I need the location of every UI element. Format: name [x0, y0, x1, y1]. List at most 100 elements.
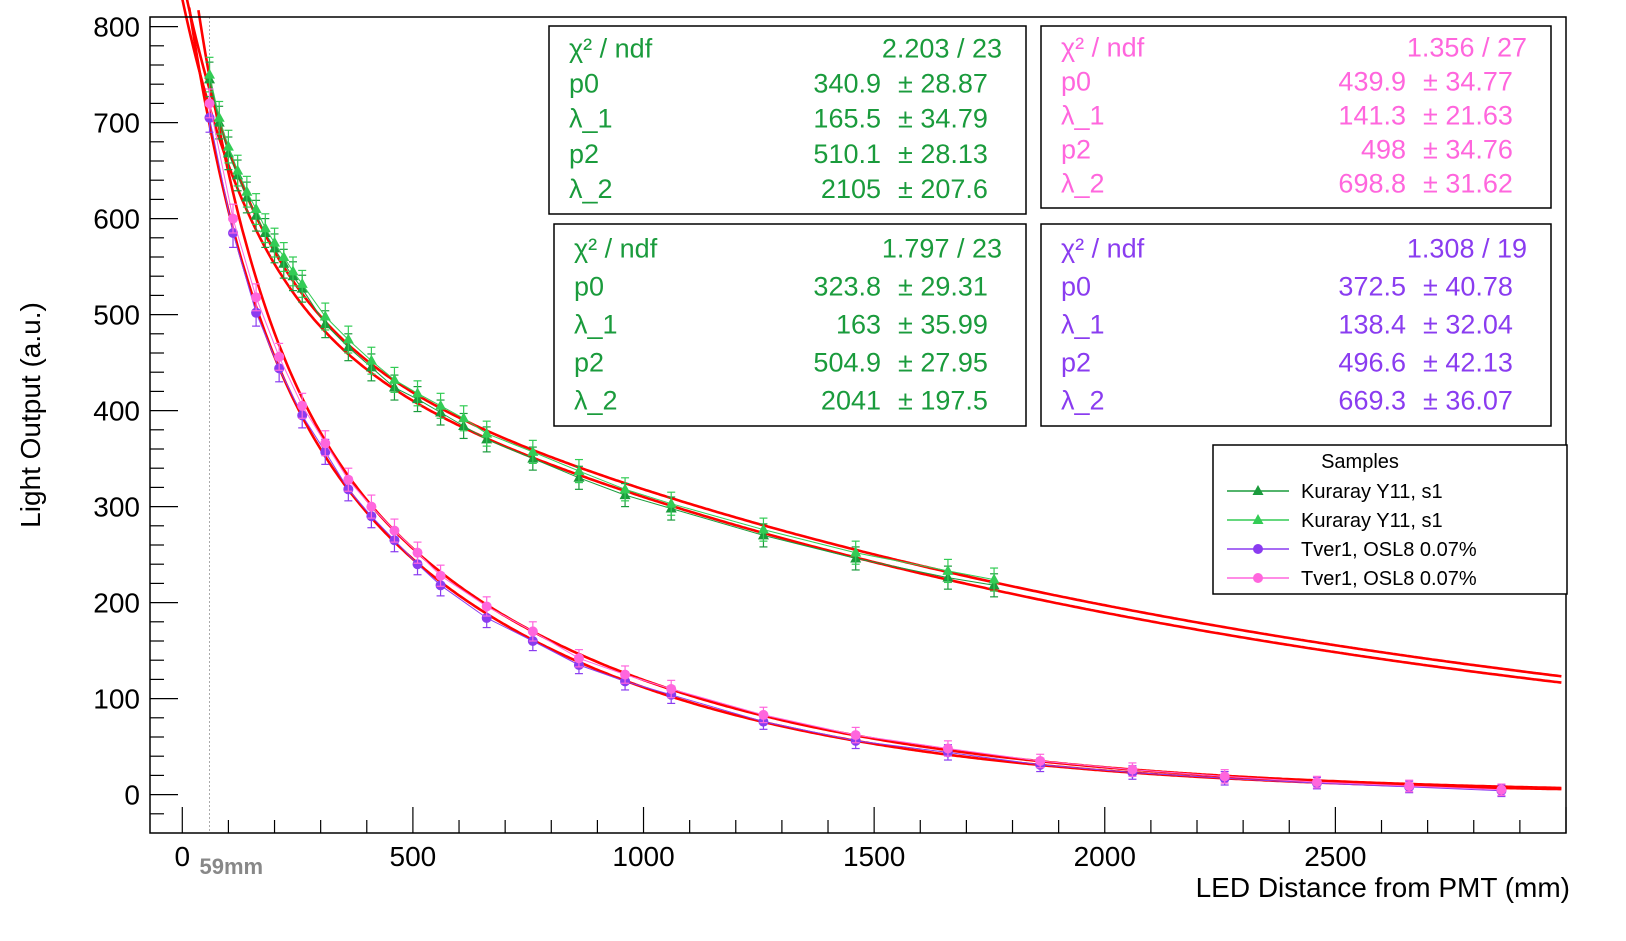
stat-label: p2	[569, 139, 599, 169]
stat-error: ± 27.95	[898, 347, 988, 377]
legend-entry-label: Kuraray Y11, s1	[1301, 481, 1443, 503]
x-tick-label: 1000	[612, 841, 674, 872]
y-tick-label: 300	[93, 492, 140, 523]
stat-error: ± 28.87	[898, 69, 988, 99]
data-point	[388, 373, 400, 384]
stat-box-frame	[548, 25, 1027, 215]
data-point	[527, 445, 539, 456]
stat-value: 141.3	[1338, 100, 1406, 130]
x-tick-label: 2000	[1074, 841, 1136, 872]
legend-swatch-marker	[1253, 573, 1263, 583]
legend-swatch-marker	[1252, 485, 1264, 495]
stat-label: λ_2	[574, 385, 618, 415]
stat-value: 1.797 / 23	[882, 233, 1002, 263]
data-point	[850, 730, 861, 741]
stat-error: ± 36.07	[1423, 385, 1513, 415]
legend-swatch-marker	[1253, 544, 1263, 554]
marker-label-59mm: 59mm	[199, 854, 263, 879]
stat-error: ± 34.79	[898, 104, 988, 134]
data-point	[527, 626, 538, 637]
stat-value: 496.6	[1338, 347, 1406, 377]
legend: Samples Kuraray Y11, s1 Kuraray Y11, s1 Tve…	[1212, 444, 1568, 595]
data-point	[942, 564, 954, 575]
data-point	[259, 222, 271, 233]
stat-label: λ_1	[1061, 309, 1105, 339]
data-point	[435, 570, 446, 581]
data-point	[269, 236, 281, 247]
stat-value: 163	[836, 309, 881, 339]
stat-box-frame	[1040, 223, 1552, 427]
stat-label: λ_1	[574, 309, 618, 339]
data-point	[365, 354, 377, 365]
data-point	[251, 292, 262, 303]
stat-value: 498	[1361, 134, 1406, 164]
data-point	[204, 98, 215, 109]
stat-box: χ² / ndf 1.356 / 27 p0 439.9 ± 34.77 λ_1 141.3…	[1040, 25, 1552, 209]
data-point	[988, 573, 1000, 584]
data-point	[665, 497, 677, 508]
data-point	[250, 203, 262, 213]
axis-ticks: 0 500 1000 1500 2000 2500 0 100 200 300 400 500 600 7…	[93, 12, 1567, 872]
data-point	[241, 185, 253, 196]
stat-value: 2041	[821, 385, 881, 415]
data-point	[278, 251, 290, 261]
stat-error: ± 40.78	[1423, 271, 1513, 301]
data-point	[274, 351, 285, 362]
stat-label: p0	[1061, 271, 1091, 301]
stat-label: χ² / ndf	[574, 233, 658, 263]
x-tick-label: 0	[174, 841, 190, 872]
data-point	[412, 559, 423, 570]
stat-value: 698.8	[1338, 168, 1406, 198]
data-points	[203, 56, 1507, 798]
data-point	[620, 669, 631, 680]
stat-value: 1.308 / 19	[1407, 233, 1527, 263]
data-point	[412, 547, 423, 558]
data-point	[297, 400, 308, 411]
data-point	[320, 438, 331, 449]
data-point	[342, 333, 354, 344]
data-point	[758, 709, 769, 720]
stat-value: 165.5	[813, 104, 881, 134]
stat-label: p0	[569, 69, 599, 99]
data-point	[481, 427, 493, 438]
data-point	[319, 310, 331, 321]
stat-value: 2.203 / 23	[882, 33, 1002, 63]
stat-label: p2	[1061, 347, 1091, 377]
stat-value: 372.5	[1338, 271, 1406, 301]
data-point	[1496, 784, 1507, 795]
x-tick-label: 500	[390, 841, 437, 872]
stat-box: χ² / ndf 1.308 / 19 p0 372.5 ± 40.78 λ_1 138.4…	[1040, 223, 1552, 427]
data-point	[850, 546, 862, 557]
data-point	[1035, 756, 1046, 766]
y-tick-label: 600	[93, 204, 140, 235]
stat-value: 138.4	[1338, 309, 1406, 339]
data-point	[435, 399, 447, 410]
data-point	[296, 277, 308, 288]
stat-error: ± 21.63	[1423, 100, 1513, 130]
data-point	[228, 213, 239, 224]
stat-error: ± 35.99	[898, 309, 988, 339]
stat-label: p0	[1061, 66, 1091, 96]
data-point	[389, 525, 400, 536]
stat-box: χ² / ndf 1.797 / 23 p0 323.8 ± 29.31 λ_1 163 ± …	[553, 223, 1027, 427]
stat-label: p2	[574, 347, 604, 377]
data-point	[458, 412, 470, 423]
stat-value: 1.356 / 27	[1407, 32, 1527, 62]
data-point	[942, 743, 953, 754]
y-tick-label: 200	[93, 588, 140, 619]
stat-value: 510.1	[813, 139, 881, 169]
x-tick-label: 2500	[1304, 841, 1366, 872]
stat-label: λ_2	[1061, 168, 1105, 198]
stat-value: 340.9	[813, 69, 881, 99]
y-tick-label: 0	[124, 780, 140, 811]
y-tick-label: 700	[93, 108, 140, 139]
x-axis-title: LED Distance from PMT (mm)	[1196, 872, 1570, 903]
y-tick-label: 100	[93, 684, 140, 715]
legend-entry-label: Kuraray Y11, s1	[1301, 510, 1443, 532]
stat-error: ± 32.04	[1423, 309, 1513, 339]
stat-error: ± 197.5	[898, 385, 988, 415]
stat-label: λ_1	[1061, 100, 1105, 130]
data-point	[481, 601, 492, 612]
legend-swatch-marker	[1252, 514, 1264, 524]
